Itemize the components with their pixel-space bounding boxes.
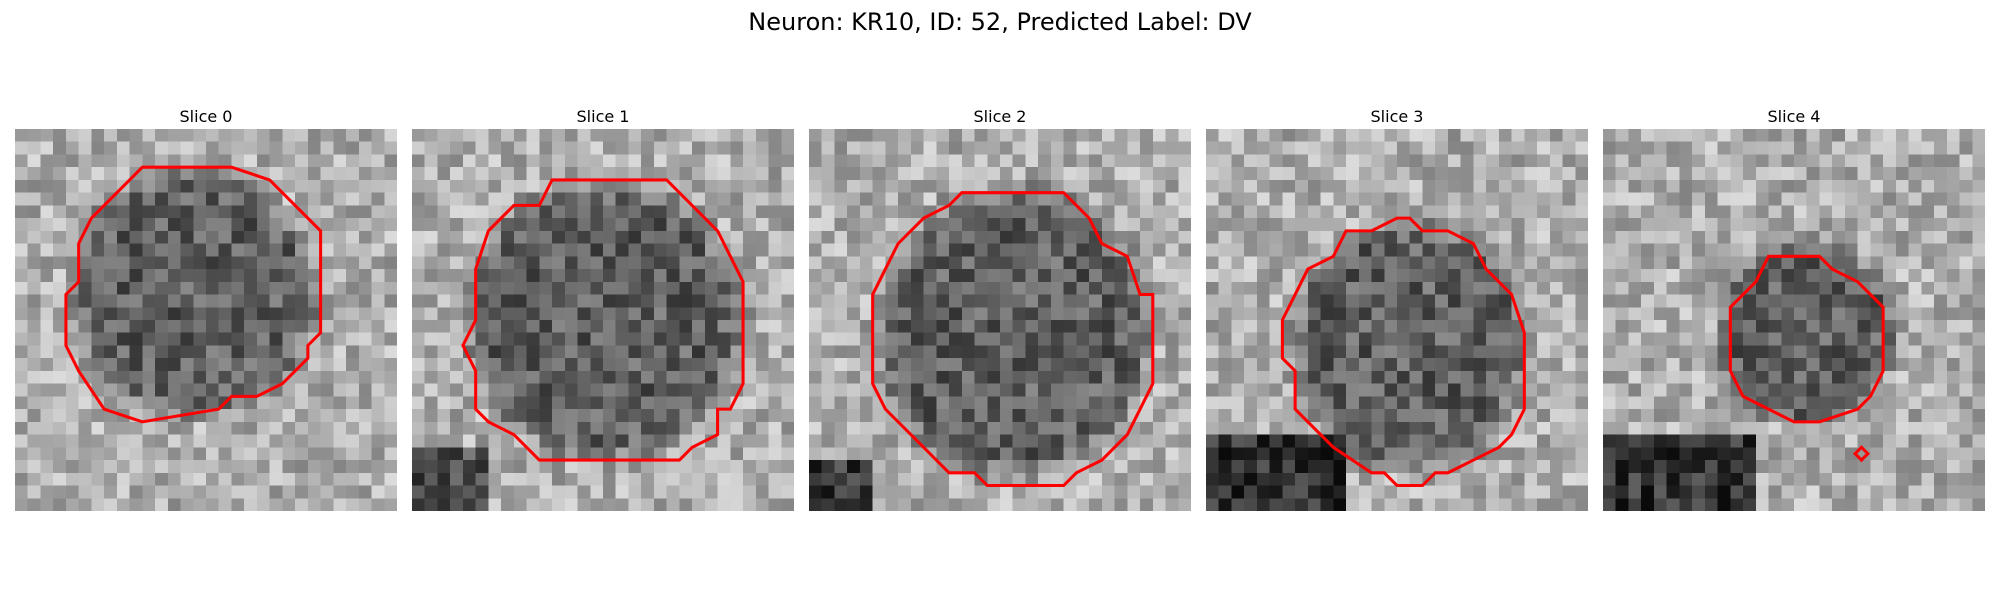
slice-panel-4: Slice 4 xyxy=(1603,107,1985,511)
roi-contour-3 xyxy=(1280,216,1526,488)
slice-image-2 xyxy=(809,129,1191,511)
slice-title-0: Slice 0 xyxy=(179,107,233,126)
slice-panel-1: Slice 1 xyxy=(412,107,794,511)
slice-panel-0: Slice 0 xyxy=(15,107,397,511)
roi-contour-2 xyxy=(871,191,1155,488)
slice-image-3 xyxy=(1206,129,1588,511)
roi-contour-1 xyxy=(461,178,745,462)
roi-contour-4-small xyxy=(1852,445,1871,463)
slice-panel-2: Slice 2 xyxy=(809,107,1191,511)
roi-contour-4 xyxy=(1728,254,1885,424)
slice-title-1: Slice 1 xyxy=(576,107,630,126)
roi-contour-0 xyxy=(64,165,323,424)
slice-image-4 xyxy=(1603,129,1985,511)
slice-title-2: Slice 2 xyxy=(973,107,1027,126)
slice-title-3: Slice 3 xyxy=(1370,107,1424,126)
figure-title: Neuron: KR10, ID: 52, Predicted Label: D… xyxy=(748,8,1252,36)
slice-title-4: Slice 4 xyxy=(1767,107,1821,126)
slice-panel-3: Slice 3 xyxy=(1206,107,1588,511)
slice-image-0 xyxy=(15,129,397,511)
slice-image-1 xyxy=(412,129,794,511)
